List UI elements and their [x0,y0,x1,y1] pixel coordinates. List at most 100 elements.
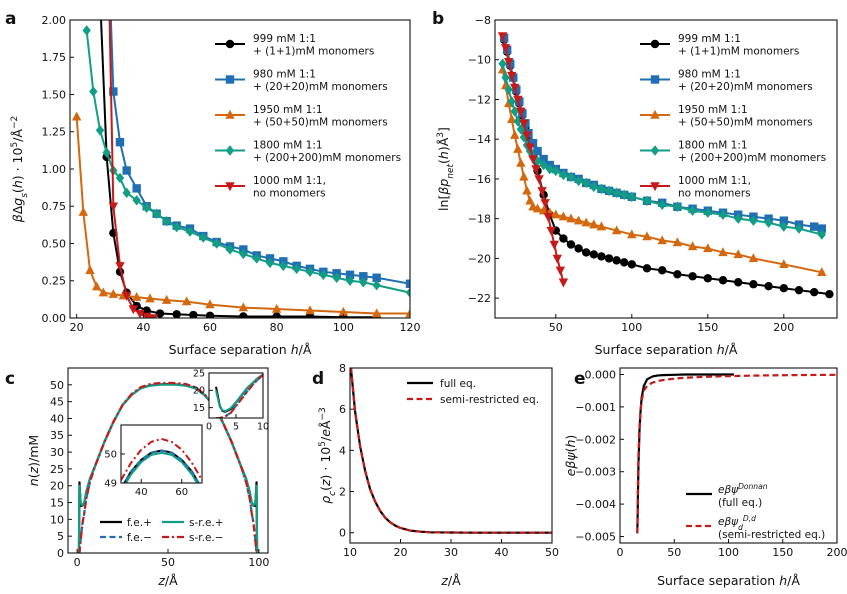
panel-c-inset-zoom-wall-series-s-r-e [215,373,263,413]
panel-b-point-1950-mm-1-1-50-50-mm-monomers-18 [581,217,591,227]
panel-a-point-1950-mm-1-1-50-50-mm-monomers-17 [405,308,410,318]
panel-b-point-999-mm-1-1-1-1-mm-monomers-33 [779,284,788,293]
panel-a-legend-marker-4 [225,182,235,192]
panel-e-legend-symbol-1: eβψdD,d [718,514,756,532]
panel-a-point-1950-mm-1-1-50-50-mm-monomers-0 [71,111,82,121]
panel-b-point-1000-mm-1-1-no-monomers-0 [497,32,508,42]
panel-b-point-980-mm-1-1-20-20-mm-monomers-35 [810,222,819,231]
panel-a-point-1000-mm-1-1-no-monomers-6 [141,312,152,318]
panel-b-legend-item-980-mm-1-1-20-20-mm-monomers: 980 mM 1:1 + (20+20)mM monomers [640,69,813,94]
panel-a-series-line-1800-mm-1-1-200-200-mm-monomers [85,30,410,294]
panel-c-ytick-label-25: 25 [50,463,64,476]
panel-a-point-1800-mm-1-1-200-200-mm-monomers-23 [332,272,341,283]
panel-c-ytick-label-45: 45 [50,396,64,409]
panel-c-legend: f.e.+ f.e.− s-r.e.+ s-r.e.− [100,517,224,544]
panel-b-point-1800-mm-1-1-200-200-mm-monomers-26 [658,199,667,210]
panel-c-series-s-r-e [77,383,259,553]
panel-a-point-1950-mm-1-1-50-50-mm-monomers-4 [98,287,109,297]
panel-c-inset-zoom-wall-series-s-r-e [216,374,263,418]
panel-c-inset-zoom-center-series-f-e [123,449,200,483]
panel-b-point-999-mm-1-1-1-1-mm-monomers-15 [566,240,576,249]
panel-b-ytick-label-neg18: −18 [468,213,491,226]
panel-b-point-1800-mm-1-1-200-200-mm-monomers-32 [749,215,758,226]
panel-b-point-1000-mm-1-1-no-monomers-14 [540,199,550,208]
panel-b-point-999-mm-1-1-1-1-mm-monomers-14 [559,234,568,243]
panel-e-legend-symbol-0: eβψDonnan [718,482,768,497]
panel-b-series-1000-mm-1-1-no-monomers [497,32,569,288]
panel-a-legend-marker-3 [225,145,235,156]
panel-e-xtick-label-50: 50 [667,546,681,559]
panel-d-series-line-semi-restricted-eq [350,368,552,534]
panel-b-legend-marker-0 [650,39,660,49]
panel-a-point-1800-mm-1-1-200-200-mm-monomers-16 [239,248,248,260]
panel-a-point-1000-mm-1-1-no-monomers-1 [108,202,119,212]
panel-b-legend-label-3: 1800 mM 1:1 + (200+200)mM monomers [678,140,826,165]
panel-b-point-1800-mm-1-1-200-200-mm-monomers-22 [612,187,621,199]
panel-b-point-1800-mm-1-1-200-200-mm-monomers-30 [718,209,728,220]
panel-a-legend: 999 mM 1:1 + (1+1)mM monomers 980 mM 1:1 + … [215,33,401,200]
panel-c-legend-label-f-e: f.e.− [127,532,152,544]
panel-d-xtick-label-40: 40 [495,546,509,559]
panel-a-ytick-label-0-00: 0.00 [42,312,67,325]
panel-b-point-1800-mm-1-1-200-200-mm-monomers-15 [559,169,568,181]
panel-b-point-1800-mm-1-1-200-200-mm-monomers-31 [734,213,743,224]
panel-b-ytick-label-neg10: −10 [468,54,491,67]
panel-b-point-1950-mm-1-1-50-50-mm-monomers-12 [538,205,549,215]
panel-b-ytick-label-neg22: −22 [468,292,491,305]
panel-b-point-999-mm-1-1-1-1-mm-monomers-35 [810,287,819,297]
panel-a-legend-marker-0 [225,39,235,49]
panel-a-point-1950-mm-1-1-50-50-mm-monomers-16 [371,308,382,318]
panel-c-inset-zoom-wall-ytick-label-15: 15 [193,403,205,414]
panel-letter-d: d [312,369,324,389]
panel-a-ytick-label-0-50: 0.50 [42,237,67,250]
panel-a-xtick-label-80: 80 [270,321,284,334]
panel-e-xtick-label-100: 100 [718,546,739,559]
panel-b-ylabel: ln[βpnet(h)Å3] [436,127,456,211]
panel-e-ytick-label-0-000: 0.000 [585,368,617,381]
panel-b-point-1000-mm-1-1-no-monomers-10 [528,155,538,165]
panel-a-point-1800-mm-1-1-200-200-mm-monomers-19 [279,260,288,272]
panel-b-point-1950-mm-1-1-50-50-mm-monomers-19 [589,219,599,229]
panel-a-point-980-mm-1-1-20-20-mm-monomers-21 [345,270,355,279]
panel-c-ytick-label-40: 40 [50,412,64,425]
panel-a-legend-item-1950-mm-1-1-50-50-mm-monomers: 1950 mM 1:1 + (50+50)mM monomers [215,104,388,129]
panel-c-ytick-label-10: 10 [50,513,64,526]
panel-e-legend-note-1: (semi-restricted eq.) [718,529,825,541]
panel-a-point-980-mm-1-1-20-20-mm-monomers-4 [132,184,141,193]
panel-b-xtick-label-100: 100 [621,321,642,334]
panel-a-ytick-label-0-25: 0.25 [42,275,67,288]
panel-b-point-1950-mm-1-1-50-50-mm-monomers-4 [510,130,520,139]
panel-e-ytick-label-neg0-005: −0.005 [575,530,616,543]
panel-b-legend-marker-4 [650,182,660,192]
panel-b-ytick-label-neg16: −16 [468,173,491,186]
panel-b-point-1000-mm-1-1-no-monomers-4 [510,83,520,93]
panel-letter-c: c [5,369,15,389]
panel-letter-e: e [574,369,586,389]
panel-a-point-1950-mm-1-1-50-50-mm-monomers-9 [161,294,172,304]
panel-b-point-1950-mm-1-1-50-50-mm-monomers-28 [718,247,728,257]
panel-b-legend-label-1: 980 mM 1:1 + (20+20)mM monomers [678,69,813,94]
panel-e-legend-note-0: (full eq.) [718,497,762,509]
panel-b-point-1800-mm-1-1-200-200-mm-monomers-5 [513,116,522,127]
panel-b-legend-marker-3 [650,145,660,156]
panel-d-ytick-label-6: 6 [339,403,346,416]
panel-b-point-999-mm-1-1-1-1-mm-monomers-36 [825,289,834,299]
panel-a-legend-label-3: 1800 mM 1:1 + (200+200)mM monomers [253,140,401,165]
panel-a-point-1800-mm-1-1-200-200-mm-monomers-2 [95,125,105,136]
panel-d-xtick-label-30: 30 [444,546,458,559]
panel-letter-a: a [5,9,16,29]
panel-b-point-1950-mm-1-1-50-50-mm-monomers-30 [748,253,759,263]
panel-d-legend-label-full-eq: full eq. [440,378,476,390]
panel-a-series-line-1000-mm-1-1-no-monomers [108,20,154,318]
panel-a-point-1800-mm-1-1-200-200-mm-monomers-14 [212,238,221,249]
panel-a-legend-item-1000-mm-1-1-no-monomers: 1000 mM 1:1, no monomers [215,175,326,200]
panel-b-legend-item-1800-mm-1-1-200-200-mm-monomers: 1800 mM 1:1 + (200+200)mM monomers [640,140,826,165]
panel-b-point-999-mm-1-1-1-1-mm-monomers-17 [582,248,591,257]
panel-a-point-1800-mm-1-1-200-200-mm-monomers-0 [82,25,91,36]
panel-d-ytick-label-2: 2 [339,485,346,498]
panel-a-series-999-mm-1-1-1-1-mm-monomers [100,20,381,318]
panel-a-point-1000-mm-1-1-no-monomers-5 [135,309,145,318]
panel-b-point-1950-mm-1-1-50-50-mm-monomers-7 [519,171,529,181]
panel-c-inset-zoom-center-series-line-s-r-e [121,437,202,481]
panel-a-point-1800-mm-1-1-200-200-mm-monomers-7 [132,195,141,206]
